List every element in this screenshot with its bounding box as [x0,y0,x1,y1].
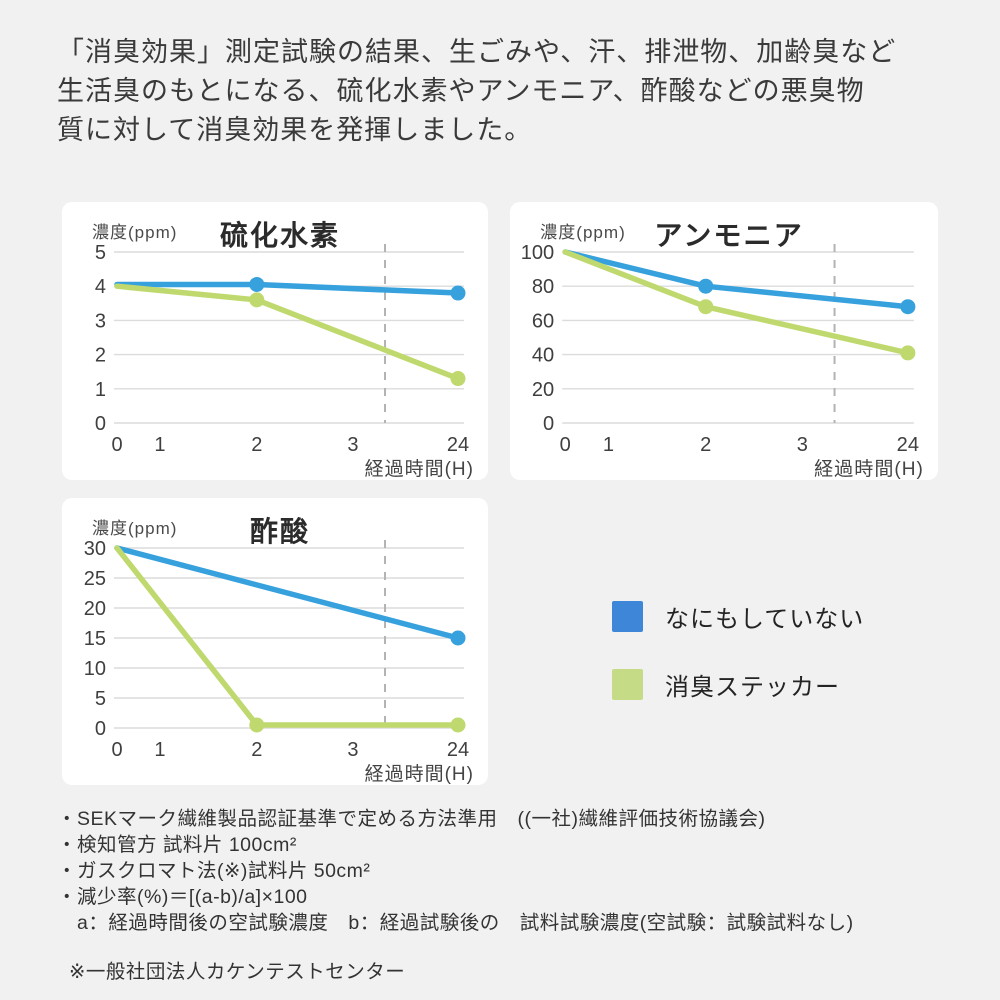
x-tick-label: 3 [347,739,358,761]
headline-line-1: 「消臭効果」測定試験の結果、生ごみや、汗、排泄物、加齢臭など [57,37,897,67]
footnote-line: ・検知管方 試料片 100cm² [57,834,297,856]
x-tick-label: 0 [111,434,122,456]
headline-line-2: 生活臭のもとになる、硫化水素やアンモニア、酢酸などの悪臭物 [57,76,865,106]
y-tick-label: 4 [95,276,106,298]
legend-item-deodorant-sticker: 消臭ステッカー [612,667,864,702]
y-tick-label: 20 [532,379,554,401]
x-tick-label: 2 [700,434,711,456]
y-tick-label: 60 [532,310,554,332]
y-tick-label: 1 [95,379,106,401]
x-tick-label: 1 [603,434,614,456]
y-tick-label: 30 [84,538,106,560]
footnotes: ・SEKマーク繊維製品認証基準で定める方法準用 ((一社)繊維評価技術協議会) … [57,806,957,985]
y-tick-label: 40 [532,345,554,367]
chart-panel-ammonia: 濃度(ppm) アンモニア 0 20 40 60 80 100 0 1 2 3 24 経過時間(H) [510,202,938,480]
data-point-marker [900,345,916,361]
legend-swatch-green [612,669,643,700]
x-tick-label: 1 [154,434,165,456]
legend-swatch-blue [612,601,643,632]
data-point-marker [249,717,265,733]
y-tick-label: 20 [84,598,106,620]
source-note: ※一般社団法人カケンテストセンター [69,961,406,983]
data-point-marker [249,292,265,308]
data-point-marker [450,285,466,301]
chart-title: アンモニア [654,220,803,251]
x-tick-label: 2 [251,434,262,456]
chart-title: 硫化水素 [220,219,340,251]
y-tick-label: 2 [95,345,106,367]
x-axis-label: 経過時間(H) [814,458,924,480]
x-tick-label: 24 [447,434,469,456]
y-tick-label: 80 [532,276,554,298]
footnote-line: a：経過時間後の空試験濃度 b：経過試験後の 試料試験濃度(空試験：試験試料なし… [57,912,854,934]
data-point-marker [450,717,466,733]
series-line [114,545,461,641]
footnote-line: ・SEKマーク繊維製品認証基準で定める方法準用 ((一社)繊維評価技術協議会) [57,808,766,830]
chart-panel-hydrogen-sulfide: 濃度(ppm) 硫化水素 0 1 2 3 4 5 0 1 2 3 24 経過時間(H) [62,202,488,480]
chart-panel-acetic-acid: 濃度(ppm) 酢酸 0 5 10 15 20 25 30 0 1 2 3 24 経過時間(H) [62,498,488,785]
y-tick-label: 25 [84,568,106,590]
x-tick-label: 0 [111,739,122,761]
y-tick-label: 0 [95,413,106,435]
y-tick-label: 3 [95,310,106,332]
x-tick-label: 0 [560,434,571,456]
headline-line-3: 質に対して消臭効果を発揮しました。 [57,115,533,145]
x-tick-label: 3 [347,434,358,456]
legend-label-untreated: なにもしていない [665,606,865,633]
y-tick-label: 0 [95,718,106,740]
legend-label-deodorant-sticker: 消臭ステッカー [665,674,840,701]
x-axis-label: 経過時間(H) [365,763,474,785]
y-tick-label: 0 [543,413,554,435]
y-tick-label: 15 [84,628,106,650]
y-axis-unit-label: 濃度(ppm) [540,223,626,242]
footnote-line: ・減少率(%)＝[(a-b)/a]×100 [57,886,308,908]
y-tick-label: 5 [95,242,106,264]
chart-title: 酢酸 [250,516,310,547]
data-point-marker [698,299,714,315]
x-tick-label: 24 [897,434,919,456]
x-tick-label: 24 [447,739,469,761]
y-tick-label: 10 [84,658,106,680]
data-point-marker [450,630,466,646]
y-axis-unit-label: 濃度(ppm) [92,519,177,538]
x-axis-label: 経過時間(H) [365,458,474,480]
legend-item-untreated: なにもしていない [612,599,864,634]
y-tick-label: 5 [95,688,106,710]
data-point-marker [249,276,265,292]
series-line [114,283,461,382]
data-point-marker [900,299,916,315]
y-axis-unit-label: 濃度(ppm) [92,223,177,242]
y-tick-label: 100 [521,242,555,264]
footnote-line: ・ガスクロマト法(※)試料片 50cm² [57,860,371,882]
series-line [562,249,911,310]
headline-text: 「消臭効果」測定試験の結果、生ごみや、汗、排泄物、加齢臭など 生活臭のもとになる… [57,33,967,150]
x-tick-label: 2 [251,739,262,761]
data-point-marker [450,371,466,387]
x-tick-label: 3 [797,434,808,456]
x-tick-label: 1 [154,739,165,761]
chart-legend: なにもしていない 消臭ステッカー [612,599,864,735]
data-point-marker [698,278,714,294]
